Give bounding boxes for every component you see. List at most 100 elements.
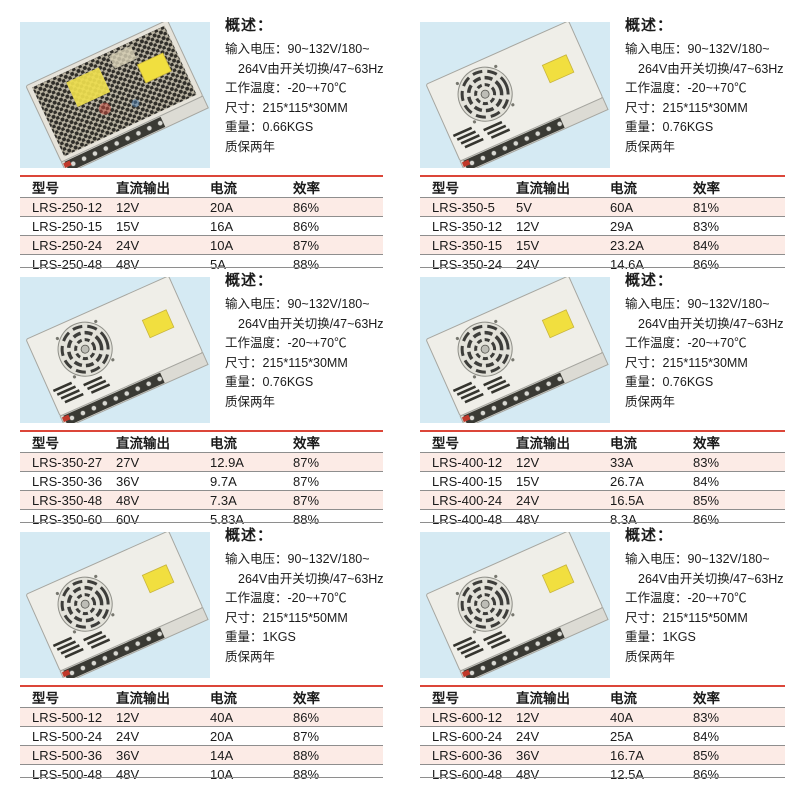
- cell-model: LRS-600-48: [432, 767, 503, 782]
- spec-input-voltage-cont: 264V由开关切换/47~63Hz: [638, 316, 784, 331]
- overview-title: 概述：: [225, 527, 274, 544]
- spec-warranty: 质保两年: [625, 139, 676, 154]
- header-current: 电流: [610, 691, 637, 706]
- cell-efficiency: 86%: [293, 218, 320, 234]
- cell-efficiency: 86%: [293, 199, 320, 215]
- spec-input-voltage: 输入电压：90~132V/180~: [625, 42, 770, 56]
- spec-input-voltage-cont: 264V由开关切换/47~63Hz: [238, 571, 384, 586]
- table-row: LRS-600-36 36V 16.7A 85%: [420, 746, 785, 765]
- cell-dc-output: 36V: [116, 473, 140, 489]
- cell-dc-output: 12V: [516, 709, 540, 725]
- cell-model: LRS-250-24: [32, 237, 103, 253]
- table-row: LRS-350-27 27V 12.9A 87%: [20, 453, 383, 472]
- cell-dc-output: 48V: [116, 767, 140, 782]
- cell-model: LRS-600-36: [432, 747, 503, 763]
- header-model: 型号: [32, 691, 59, 706]
- table-row: LRS-400-24 24V 16.5A 85%: [420, 491, 785, 510]
- cell-dc-output: 36V: [516, 747, 540, 763]
- spec-dimensions: 尺寸：215*115*30MM: [225, 100, 348, 115]
- cell-current: 7.3A: [210, 492, 237, 508]
- cell-current: 12.5A: [610, 767, 644, 782]
- cell-dc-output: 48V: [516, 512, 540, 527]
- cell-model: LRS-250-15: [32, 218, 103, 234]
- spec-weight: 重量：1KGS: [625, 630, 696, 644]
- cell-dc-output: 24V: [516, 728, 540, 744]
- header-model: 型号: [32, 436, 59, 451]
- cell-dc-output: 36V: [116, 747, 140, 763]
- table-row: LRS-350-36 36V 9.7A 87%: [20, 472, 383, 491]
- cell-current: 10A: [210, 767, 234, 782]
- header-efficiency: 效率: [693, 181, 720, 196]
- table-header-row: 型号 直流输出 电流 效率: [420, 177, 785, 198]
- table-row: LRS-600-24 24V 25A 84%: [420, 727, 785, 746]
- spec-input-voltage: 输入电压：90~132V/180~: [225, 297, 370, 311]
- cell-model: LRS-600-24: [432, 728, 503, 744]
- cell-current: 14A: [210, 747, 234, 763]
- cell-dc-output: 24V: [516, 492, 540, 508]
- cell-current: 33A: [610, 454, 634, 470]
- overview-title: 概述：: [225, 272, 274, 289]
- product-top-section: 概述： 输入电压：90~132V/180~ 264V由开关切换/47~63Hz …: [20, 13, 384, 172]
- spec-weight: 重量：0.76KGS: [225, 375, 314, 389]
- header-model: 型号: [432, 436, 459, 451]
- overview-title: 概述：: [225, 17, 274, 34]
- product-overview: 概述： 输入电压：90~132V/180~ 264V由开关切换/47~63Hz …: [625, 13, 784, 172]
- spec-operating-temp: 工作温度：-20~+70℃: [625, 81, 747, 95]
- cell-dc-output: 12V: [516, 454, 540, 470]
- table-header-row: 型号 直流输出 电流 效率: [420, 432, 785, 453]
- spec-table: 型号 直流输出 电流 效率 LRS-600-12 12V 40A 83% LRS…: [420, 685, 785, 784]
- cell-efficiency: 83%: [693, 218, 720, 234]
- cell-model: LRS-500-12: [32, 709, 103, 725]
- cell-model: LRS-500-24: [32, 728, 103, 744]
- product-overview: 概述： 输入电压：90~132V/180~ 264V由开关切换/47~63Hz …: [225, 13, 384, 172]
- spec-dimensions: 尺寸：215*115*30MM: [625, 355, 748, 370]
- table-header-row: 型号 直流输出 电流 效率: [20, 432, 383, 453]
- cell-current: 16.5A: [610, 492, 644, 508]
- spec-input-voltage-cont: 264V由开关切换/47~63Hz: [238, 316, 384, 331]
- spec-input-voltage: 输入电压：90~132V/180~: [625, 297, 770, 311]
- cell-dc-output: 24V: [116, 728, 140, 744]
- spec-table: 型号 直流输出 电流 效率 LRS-250-12 12V 20A 86% LRS…: [20, 175, 383, 274]
- table-row: LRS-600-48 48V 12.5A 86%: [420, 765, 785, 784]
- psu-fan-illustration: [420, 532, 610, 678]
- table-bottom-border: [20, 267, 383, 268]
- cell-model: LRS-350-24: [432, 257, 503, 272]
- spec-input-voltage: 输入电压：90~132V/180~: [225, 552, 370, 566]
- cell-model: LRS-350-27: [32, 454, 103, 470]
- table-bottom-border: [420, 267, 785, 268]
- product-photo: [420, 277, 610, 423]
- spec-weight: 重量：0.66KGS: [225, 120, 314, 134]
- table-row: LRS-400-48 48V 8.3A 86%: [420, 510, 785, 529]
- cell-model: LRS-500-48: [32, 767, 103, 782]
- cell-current: 40A: [610, 709, 634, 725]
- cell-model: LRS-350-36: [32, 473, 103, 489]
- cell-current: 10A: [210, 237, 234, 253]
- table-row: LRS-350-24 24V 14.6A 86%: [420, 255, 785, 274]
- table-row: LRS-500-24 24V 20A 87%: [20, 727, 383, 746]
- table-row: LRS-350-60 60V 5.83A 88%: [20, 510, 383, 529]
- product-top-section: 概述： 输入电压：90~132V/180~ 264V由开关切换/47~63Hz …: [20, 523, 384, 682]
- product-top-section: 概述： 输入电压：90~132V/180~ 264V由开关切换/47~63Hz …: [420, 268, 785, 427]
- cell-dc-output: 24V: [516, 257, 540, 272]
- product-overview: 概述： 输入电压：90~132V/180~ 264V由开关切换/47~63Hz …: [625, 268, 784, 427]
- cell-efficiency: 85%: [693, 492, 720, 508]
- header-efficiency: 效率: [293, 436, 320, 451]
- cell-dc-output: 5V: [516, 199, 532, 215]
- cell-dc-output: 12V: [516, 218, 540, 234]
- cell-efficiency: 86%: [693, 767, 720, 782]
- header-current: 电流: [610, 181, 637, 196]
- cell-efficiency: 86%: [293, 709, 320, 725]
- cell-efficiency: 86%: [693, 257, 720, 272]
- header-dc-output: 直流输出: [516, 181, 570, 196]
- product-photo: [20, 277, 210, 423]
- spec-operating-temp: 工作温度：-20~+70℃: [625, 336, 747, 350]
- spec-operating-temp: 工作温度：-20~+70℃: [225, 591, 347, 605]
- product-overview: 概述： 输入电压：90~132V/180~ 264V由开关切换/47~63Hz …: [625, 523, 784, 682]
- cell-dc-output: 12V: [116, 709, 140, 725]
- cell-current: 25A: [610, 728, 634, 744]
- product-photo: [420, 532, 610, 678]
- spec-dimensions: 尺寸：215*115*50MM: [625, 610, 748, 625]
- cell-model: LRS-400-48: [432, 512, 503, 527]
- header-model: 型号: [32, 181, 59, 196]
- table-row: LRS-500-36 36V 14A 88%: [20, 746, 383, 765]
